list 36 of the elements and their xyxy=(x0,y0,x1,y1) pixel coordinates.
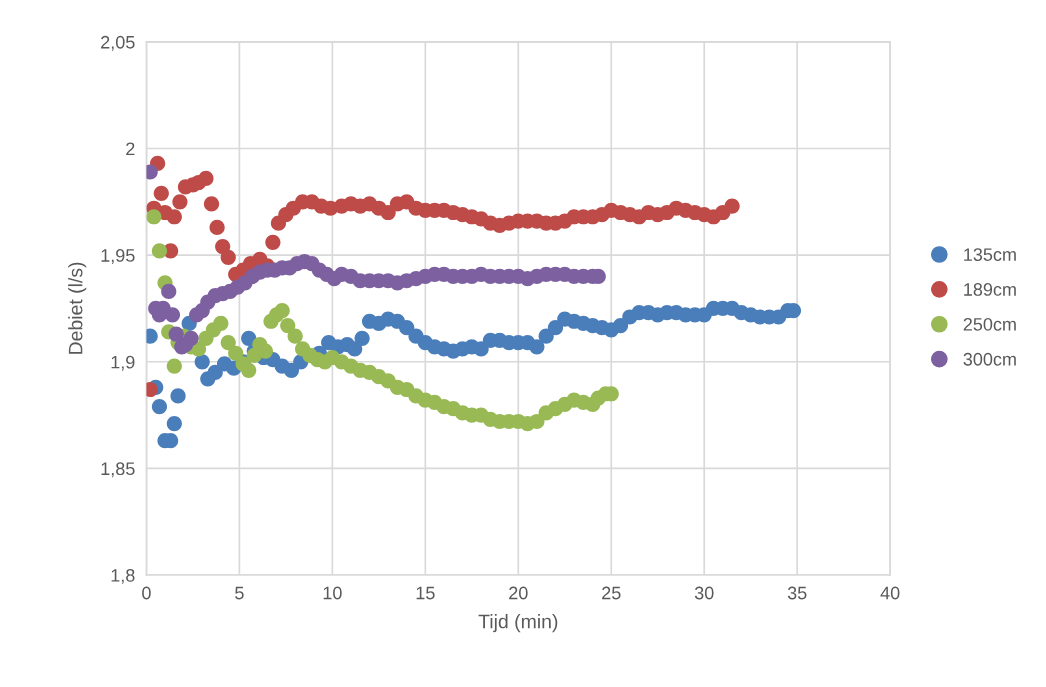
point xyxy=(146,209,162,225)
x-tick-label: 0 xyxy=(142,586,151,600)
y-tick-label: 2,05 xyxy=(101,35,135,51)
x-tick-label: 5 xyxy=(235,586,244,600)
point xyxy=(287,328,303,344)
point xyxy=(168,326,184,342)
x-tick-label: 25 xyxy=(602,586,621,600)
legend-label: 135cm xyxy=(964,248,1016,261)
point xyxy=(220,334,236,351)
y-axis-title: Debiet (l/s) xyxy=(68,262,87,354)
x-tick-label: 10 xyxy=(323,586,342,600)
legend-label: 300cm xyxy=(963,352,1016,366)
x-tick-label: 40 xyxy=(880,586,900,600)
point xyxy=(151,243,168,259)
point xyxy=(280,317,296,334)
y-tick-label: 1,8 xyxy=(111,568,135,584)
point xyxy=(228,345,244,361)
point xyxy=(529,413,545,430)
x-tick-label: 20 xyxy=(509,586,528,600)
x-tick-label: 15 xyxy=(416,586,435,600)
point xyxy=(213,315,229,331)
point xyxy=(241,362,257,378)
x-tick-label: 30 xyxy=(694,586,714,600)
legend-label: 189cm xyxy=(964,283,1016,296)
point xyxy=(166,358,182,374)
y-tick-label: 1,9 xyxy=(111,355,135,371)
y-tick-label: 1,85 xyxy=(101,462,135,478)
point xyxy=(161,283,177,300)
legend-label: 250cm xyxy=(963,317,1016,331)
x-axis-title: Tijd (min) xyxy=(478,614,558,633)
point xyxy=(183,330,199,346)
y-tick-label: 2 xyxy=(126,142,135,156)
x-tick-label: 35 xyxy=(787,586,807,600)
y-tick-label: 1,95 xyxy=(101,249,135,264)
point xyxy=(164,307,181,323)
point xyxy=(274,302,290,319)
